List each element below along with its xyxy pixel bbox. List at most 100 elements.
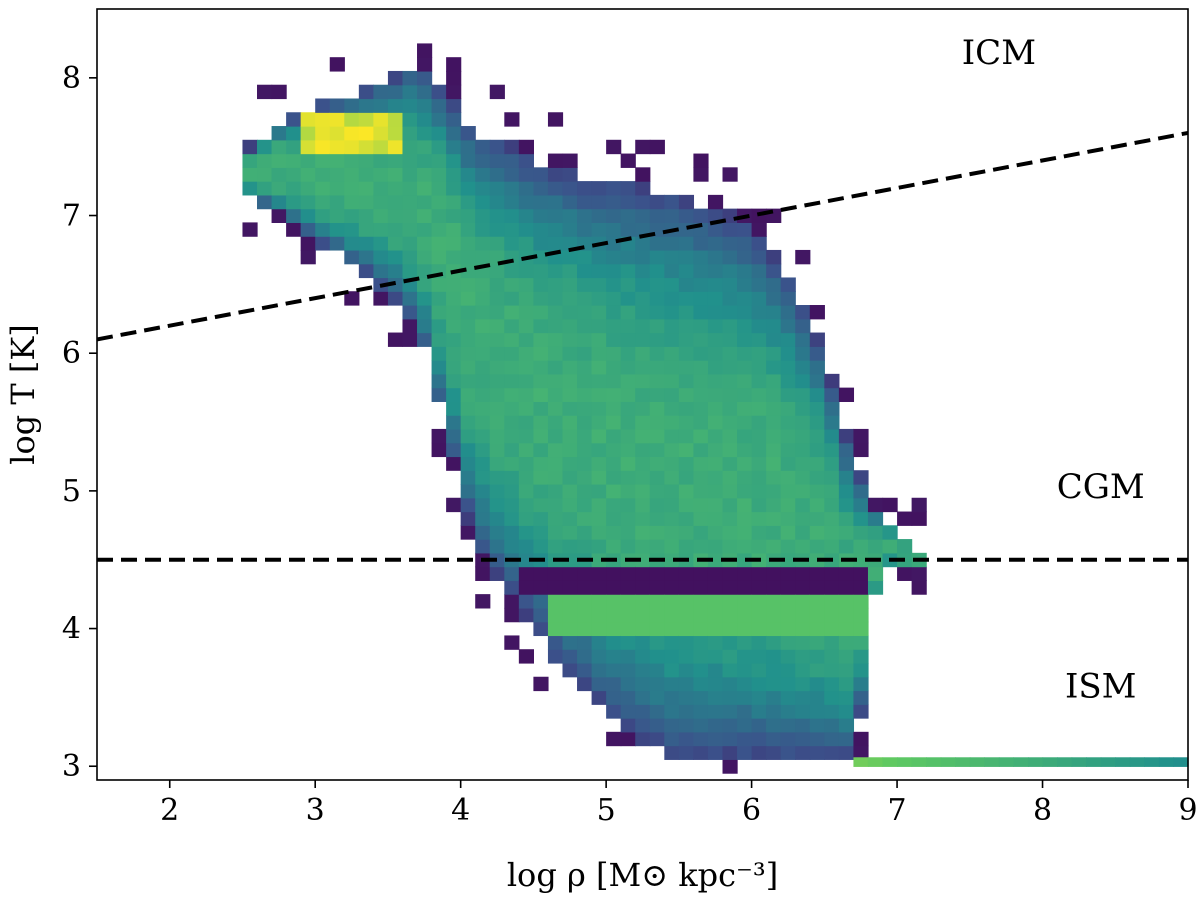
heatmap-cell	[795, 607, 811, 623]
heatmap-cell	[824, 470, 840, 485]
heatmap-cell	[577, 346, 593, 361]
heatmap-cell	[707, 704, 724, 719]
heatmap-cell	[504, 483, 520, 499]
heatmap-cell	[606, 483, 622, 499]
heatmap-cell	[286, 194, 302, 210]
heatmap-cell	[460, 167, 476, 182]
heatmap-cell	[838, 676, 855, 692]
heatmap-cell	[635, 346, 651, 361]
heatmap-cell	[504, 525, 520, 540]
heatmap-cell	[606, 690, 622, 705]
heatmap-cell	[838, 442, 855, 458]
heatmap-cell	[606, 332, 622, 347]
heatmap-cell	[460, 415, 476, 430]
heatmap-cell	[577, 456, 593, 471]
heatmap-cell	[300, 181, 316, 196]
heatmap-cell	[678, 745, 695, 760]
heatmap-cell	[620, 456, 636, 471]
heatmap-cell	[853, 442, 869, 458]
heatmap-cell	[504, 222, 520, 237]
heatmap-cell	[664, 649, 680, 664]
heatmap-cell	[635, 318, 651, 334]
heatmap-cell	[824, 456, 840, 471]
heatmap-cell	[417, 43, 433, 58]
heatmap-cell	[780, 318, 796, 334]
heatmap-cell	[504, 497, 520, 513]
heatmap-cell	[853, 676, 869, 692]
heatmap-cell	[387, 181, 404, 196]
y-tick-label: 8	[62, 61, 81, 96]
heatmap-cell	[737, 428, 753, 444]
heatmap-cell	[533, 525, 549, 540]
heatmap-cell	[795, 249, 811, 265]
heatmap-cell	[344, 98, 360, 113]
heatmap-cell	[635, 539, 651, 554]
heatmap-cell	[518, 607, 534, 623]
heatmap-cell	[751, 676, 767, 692]
heatmap-cell	[620, 415, 636, 430]
heatmap-cell	[417, 208, 433, 223]
heatmap-cell	[649, 456, 665, 471]
heatmap-cell	[373, 126, 389, 141]
heatmap-cell	[766, 607, 782, 623]
heatmap-cell	[489, 222, 505, 237]
heatmap-cell	[678, 676, 695, 692]
heatmap-cell	[838, 745, 855, 760]
heatmap-cell	[257, 84, 273, 100]
heatmap-cell	[838, 511, 855, 526]
heatmap-cell	[271, 167, 287, 182]
heatmap-cell	[562, 442, 578, 458]
heatmap-cell	[722, 621, 738, 637]
heatmap-cell	[766, 263, 782, 279]
heatmap-cell	[417, 263, 433, 279]
heatmap-cell	[838, 731, 855, 747]
heatmap-cell	[853, 731, 869, 747]
y-axis-label: log T [K]	[4, 324, 42, 465]
heatmap-cell	[431, 360, 447, 375]
heatmap-cell	[533, 607, 549, 623]
heatmap-cell	[518, 208, 534, 223]
heatmap-cell	[504, 428, 520, 444]
heatmap-cell	[620, 649, 636, 664]
heatmap-cell	[867, 497, 884, 513]
heatmap-cell	[707, 621, 724, 637]
heatmap-cell	[562, 387, 578, 402]
heatmap-cell	[795, 305, 811, 320]
heatmap-cell	[780, 442, 796, 458]
heatmap-cell	[693, 497, 709, 513]
heatmap-cell	[766, 594, 782, 609]
heatmap-cell	[722, 249, 738, 265]
heatmap-cell	[824, 428, 840, 444]
heatmap-cell	[678, 194, 695, 210]
heatmap-cell	[577, 291, 593, 306]
heatmap-cell	[489, 539, 505, 554]
heatmap-cell	[649, 649, 665, 664]
heatmap-cell	[780, 718, 796, 733]
heatmap-cell	[678, 483, 695, 499]
heatmap-cell	[562, 621, 578, 637]
heatmap-cell	[853, 552, 869, 568]
heatmap-cell	[504, 346, 520, 361]
heatmap-cell	[809, 525, 825, 540]
floor-band-cell	[911, 757, 927, 767]
heatmap-cell	[489, 442, 505, 458]
heatmap-cell	[620, 277, 636, 292]
heatmap-cell	[577, 194, 593, 210]
heatmap-cell	[577, 373, 593, 389]
heatmap-cell	[766, 704, 782, 719]
heatmap-cell	[606, 249, 622, 265]
heatmap-cell	[562, 566, 578, 581]
heatmap-cell	[547, 442, 564, 458]
heatmap-cell	[518, 456, 534, 471]
heatmap-cell	[547, 401, 564, 416]
heatmap-cell	[824, 566, 840, 581]
heatmap-cell	[460, 360, 476, 375]
heatmap-cell	[562, 607, 578, 623]
heatmap-cell	[722, 401, 738, 416]
heatmap-cell	[358, 126, 374, 141]
heatmap-cell	[475, 305, 491, 320]
heatmap-cell	[707, 662, 724, 678]
heatmap-cell	[591, 442, 607, 458]
heatmap-cell	[678, 249, 695, 265]
heatmap-cell	[664, 470, 680, 485]
